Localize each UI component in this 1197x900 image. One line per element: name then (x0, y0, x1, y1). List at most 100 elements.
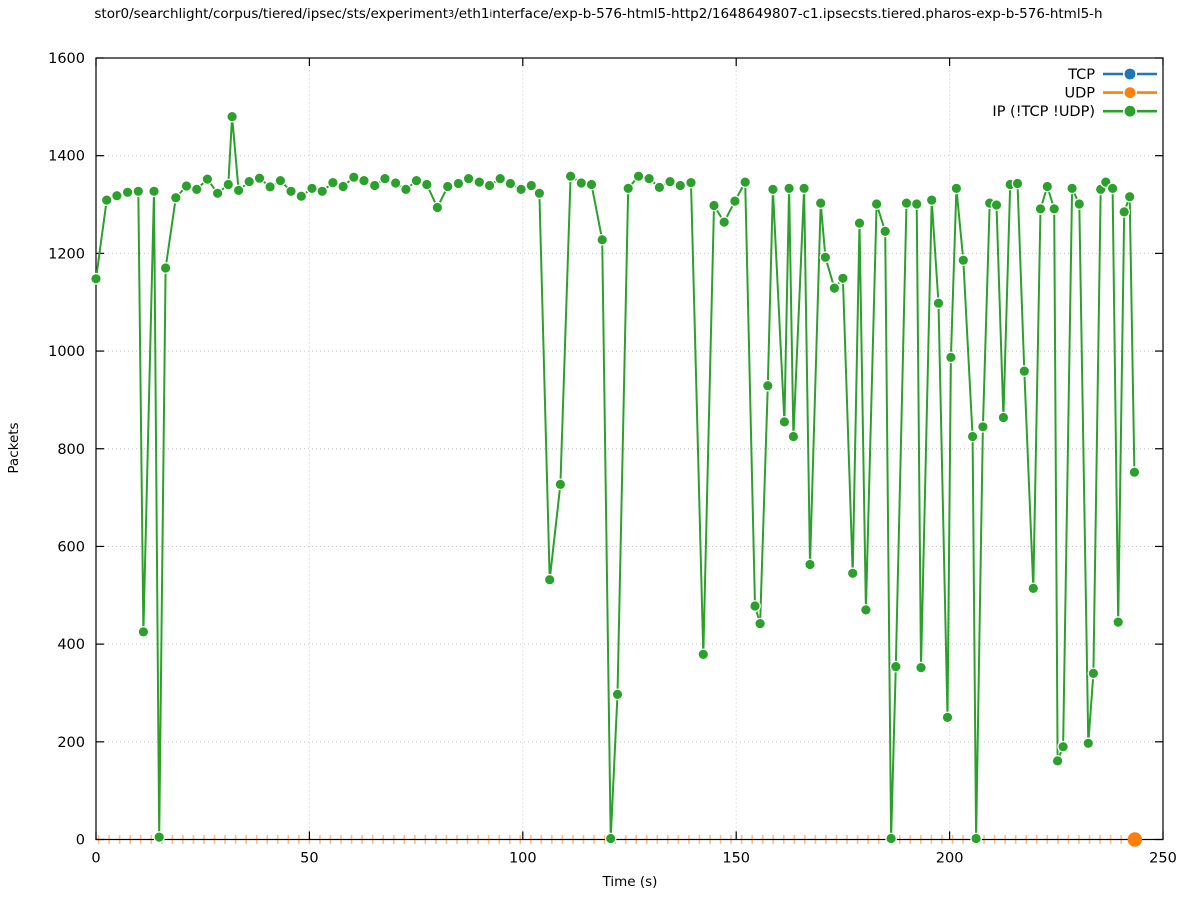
ip-data-point (473, 176, 486, 188)
ip-data-point (611, 688, 624, 701)
ip-data-point (170, 191, 182, 204)
y-tick-label: 200 (57, 735, 85, 751)
title-subscript: i (489, 8, 493, 20)
ip-data-point (264, 181, 276, 193)
title-subscript: 3 (448, 8, 455, 20)
legend-sample (1103, 105, 1157, 117)
ip-data-point (604, 832, 617, 845)
legend-sample (1103, 68, 1157, 80)
ip-data-point (1106, 182, 1119, 195)
ip-data-point (533, 187, 546, 200)
ip-data-point (1051, 755, 1064, 767)
udp-final-point (1127, 832, 1143, 847)
legend-label: TCP (1067, 67, 1095, 83)
legend-label: IP (!TCP !UDP) (992, 104, 1095, 120)
tick-labels: 0 50 100 150 200 250 0 200 400 600 800 1000 1200 1400… (48, 51, 1177, 867)
ip-data-point (1011, 177, 1024, 190)
ip-data-point (685, 176, 697, 189)
ip-data-point (814, 197, 827, 209)
ip-data-point (274, 174, 287, 187)
ip-data-point (1118, 206, 1130, 218)
ip-data-point (504, 177, 517, 190)
ip-data-point (977, 420, 989, 433)
ip-data-point (674, 179, 687, 192)
legend-sample-dot (1124, 68, 1136, 80)
ip-data-point (1018, 365, 1031, 377)
ip-data-point (1087, 667, 1100, 680)
ip-data-point (1112, 616, 1124, 628)
ip-data-point (1057, 740, 1069, 753)
ip-data-point (837, 272, 849, 285)
ip-data-point (1048, 203, 1060, 215)
legend-label: UDP (1064, 86, 1095, 102)
ip-data-point (137, 626, 150, 638)
ip-data-point (494, 172, 506, 185)
ip-data-point (90, 272, 102, 285)
ip-data-point (1041, 180, 1054, 193)
y-tick-label: 600 (57, 539, 85, 555)
ip-data-point (632, 170, 645, 182)
ip-data-point (754, 617, 766, 630)
ip-data-point (316, 185, 328, 198)
ip-data-point (121, 186, 134, 199)
ip-data-point (431, 201, 444, 214)
x-tick-label: 200 (936, 851, 964, 867)
ip-data-point (828, 282, 841, 294)
ip-data-point (111, 189, 123, 202)
x-tick-label: 250 (1149, 851, 1177, 867)
ip-data-point (643, 172, 655, 185)
ip-data-point (585, 178, 598, 191)
ip-data-point (900, 197, 913, 209)
ip-data-point (222, 178, 235, 191)
ip-data-point (990, 199, 1003, 211)
ip-data-point (915, 661, 927, 674)
ip-data-point (798, 182, 810, 195)
ip-data-point (997, 411, 1010, 424)
ip-data-point (941, 711, 954, 724)
ip-data-point (870, 198, 883, 210)
ip-data-point (783, 182, 795, 195)
ip-data-point (253, 172, 266, 184)
chart-title: stor0/searchlight/corpus/tiered/ipsec/st… (0, 3, 1197, 25)
ip-data-point (400, 183, 412, 196)
ip-data-point (295, 190, 308, 202)
ip-data-point (970, 832, 982, 845)
ip-data-point (804, 558, 816, 571)
ip-data-point (306, 182, 318, 195)
legend-sample-dot (1124, 105, 1136, 117)
y-tick-label: 400 (57, 637, 85, 653)
legend-sample-dot (1124, 87, 1136, 98)
ip-data-point (148, 185, 160, 198)
ip-data-point (153, 831, 165, 843)
legend: TCP UDP IP (!TCP !UDP) (992, 67, 1157, 120)
ip-data-point (1073, 198, 1086, 210)
ip-data-point (718, 216, 730, 228)
ip-data-point (761, 379, 774, 392)
ip-data-point (945, 351, 957, 364)
y-tick-label: 1000 (48, 344, 85, 360)
ip-data-point (729, 195, 741, 207)
ip-data-point (420, 178, 433, 191)
ip-data-point (368, 179, 381, 192)
ip-data-point (950, 182, 963, 195)
ip-data-point (483, 179, 496, 192)
title-text: nterface/exp-b-576-html5-http2/164864980… (492, 6, 1103, 22)
ip-data-point (410, 174, 423, 187)
ip-data-point (778, 416, 791, 428)
ip-data-point (932, 297, 945, 309)
ip-data-point (957, 254, 970, 267)
ip-data-point (1128, 466, 1141, 478)
ip-data-point (653, 181, 666, 194)
ip-data-point (910, 198, 923, 210)
x-axis-label: Time (s) (602, 874, 658, 890)
ip-data-point (1027, 582, 1040, 595)
ip-data-point (925, 194, 938, 206)
ip-data-point (285, 185, 297, 198)
ip-series (90, 110, 1141, 845)
x-tick-label: 100 (509, 851, 537, 867)
ip-data-point (201, 173, 214, 185)
ip-data-point (846, 567, 859, 580)
ip-data-point (525, 179, 538, 192)
ip-data-point (132, 185, 145, 198)
